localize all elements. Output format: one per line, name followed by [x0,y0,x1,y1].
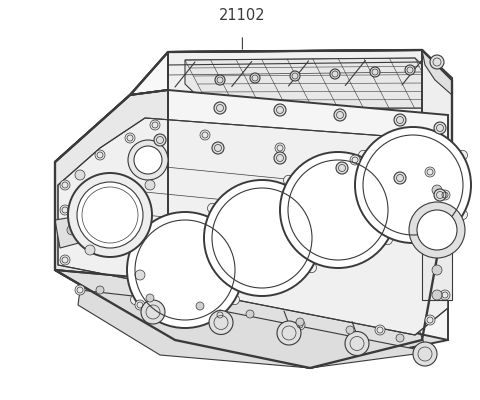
Circle shape [135,270,145,280]
Circle shape [215,75,225,85]
Circle shape [336,162,348,174]
Circle shape [150,120,160,130]
Circle shape [214,102,226,114]
Circle shape [128,140,168,180]
Circle shape [229,235,240,245]
Circle shape [207,203,217,213]
Circle shape [284,175,293,185]
Circle shape [383,175,393,185]
Circle shape [330,69,340,79]
Circle shape [68,173,152,257]
Circle shape [275,143,285,153]
Circle shape [396,334,404,342]
Circle shape [75,170,85,180]
Polygon shape [58,118,448,335]
Circle shape [425,167,435,177]
Circle shape [425,315,435,325]
Circle shape [77,182,143,248]
Circle shape [440,240,450,250]
Circle shape [277,321,301,345]
Circle shape [212,142,224,154]
Polygon shape [422,50,452,175]
Circle shape [334,109,346,121]
Text: 21102: 21102 [219,8,266,23]
Circle shape [355,127,471,243]
Circle shape [131,235,141,245]
Circle shape [296,318,304,326]
Circle shape [409,202,465,258]
Polygon shape [55,270,448,368]
Polygon shape [285,208,315,240]
Circle shape [307,203,316,213]
Circle shape [432,185,442,195]
Circle shape [394,114,406,126]
Polygon shape [360,182,391,213]
Circle shape [246,310,254,318]
Circle shape [359,210,369,220]
Polygon shape [207,238,240,270]
Circle shape [295,320,305,330]
Circle shape [440,190,450,200]
Circle shape [127,212,243,328]
Circle shape [135,300,145,310]
Circle shape [383,235,393,245]
Circle shape [432,290,442,300]
Circle shape [250,73,260,83]
Circle shape [209,310,233,334]
Circle shape [229,295,240,305]
Polygon shape [55,90,168,280]
Circle shape [290,71,300,81]
Circle shape [394,172,406,184]
Circle shape [60,180,70,190]
Polygon shape [185,58,440,108]
Circle shape [207,263,217,273]
Polygon shape [422,50,452,95]
Circle shape [145,180,155,190]
Circle shape [196,302,204,310]
Circle shape [274,104,286,116]
Polygon shape [422,175,452,300]
Circle shape [96,286,104,294]
Circle shape [307,263,316,273]
Circle shape [134,146,162,174]
Circle shape [280,152,396,268]
Circle shape [60,205,70,215]
Circle shape [413,342,437,366]
Circle shape [350,155,360,165]
Polygon shape [168,50,448,115]
Circle shape [430,55,444,69]
Circle shape [345,332,369,356]
Circle shape [146,294,154,302]
Circle shape [359,150,369,160]
Circle shape [204,180,320,296]
Circle shape [346,326,354,334]
Circle shape [417,210,457,250]
Circle shape [131,295,141,305]
Circle shape [95,150,105,160]
Circle shape [405,65,415,75]
Polygon shape [55,90,448,340]
Circle shape [141,300,165,324]
Circle shape [457,150,468,160]
Circle shape [434,189,446,201]
Circle shape [434,122,446,134]
Circle shape [85,245,95,255]
Polygon shape [78,290,430,368]
Circle shape [375,325,385,335]
Circle shape [284,235,293,245]
Circle shape [200,130,210,140]
Circle shape [75,285,85,295]
Circle shape [215,310,225,320]
Circle shape [432,265,442,275]
Circle shape [154,134,166,146]
Circle shape [440,290,450,300]
Circle shape [370,67,380,77]
Circle shape [274,152,286,164]
Polygon shape [55,50,452,368]
Circle shape [60,255,70,265]
Circle shape [457,210,468,220]
Polygon shape [55,215,90,248]
Circle shape [125,133,135,143]
Circle shape [67,225,77,235]
